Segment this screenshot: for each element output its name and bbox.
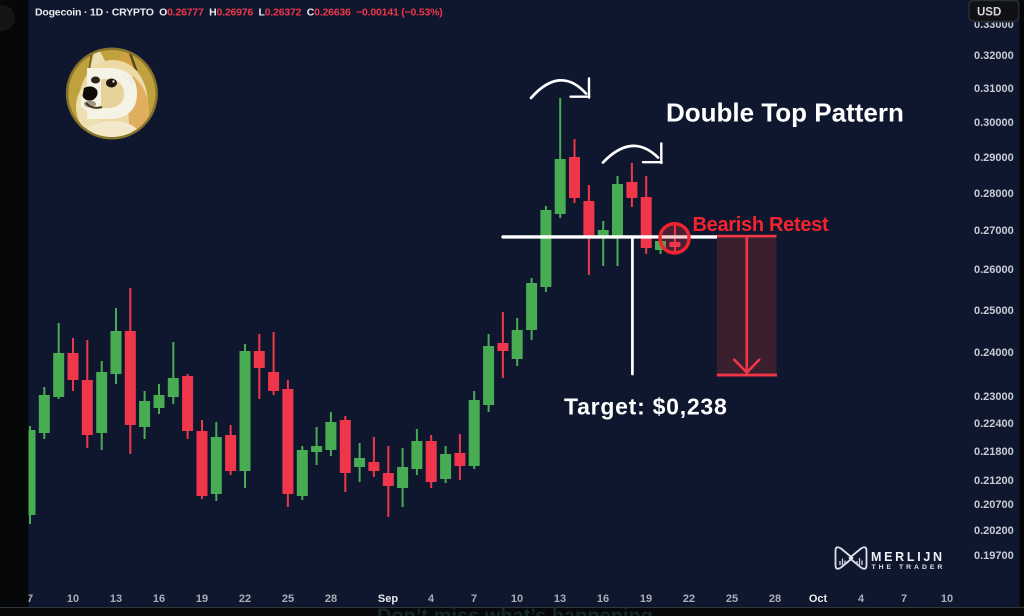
svg-text:0.29000: 0.29000: [974, 152, 1014, 164]
svg-text:28: 28: [325, 593, 337, 605]
svg-text:0.31000: 0.31000: [974, 83, 1014, 95]
svg-text:7: 7: [27, 593, 33, 605]
svg-text:19: 19: [640, 593, 652, 605]
svg-text:0.21800: 0.21800: [974, 446, 1014, 458]
svg-text:Sep: Sep: [378, 593, 398, 605]
svg-text:25: 25: [726, 593, 738, 605]
svg-text:0.22400: 0.22400: [974, 418, 1014, 430]
svg-text:0.26000: 0.26000: [974, 264, 1014, 276]
svg-text:0.30000: 0.30000: [974, 117, 1014, 129]
svg-text:Dogecoin · 1D · CRYPTO O0.267: Dogecoin · 1D · CRYPTO O0.26777 H0.26976…: [35, 7, 443, 19]
svg-text:0.32000: 0.32000: [974, 50, 1014, 62]
svg-text:0.28000: 0.28000: [974, 188, 1014, 200]
svg-text:0.25000: 0.25000: [974, 305, 1014, 317]
svg-text:USD: USD: [977, 7, 1001, 19]
svg-text:MERLIJN: MERLIJN: [871, 550, 945, 564]
svg-text:10: 10: [67, 593, 79, 605]
svg-text:22: 22: [683, 593, 695, 605]
svg-text:Bearish Retest: Bearish Retest: [693, 214, 829, 236]
svg-text:28: 28: [769, 593, 781, 605]
svg-text:10: 10: [511, 593, 523, 605]
svg-text:0.21200: 0.21200: [974, 475, 1014, 487]
svg-text:16: 16: [153, 593, 165, 605]
svg-text:16: 16: [597, 593, 609, 605]
svg-text:22: 22: [239, 593, 251, 605]
svg-text:Oct: Oct: [809, 593, 828, 605]
svg-text:13: 13: [110, 593, 122, 605]
svg-text:Don’t miss what’s happening: Don’t miss what’s happening: [377, 606, 653, 616]
svg-text:10: 10: [941, 593, 953, 605]
svg-text:7: 7: [901, 593, 907, 605]
svg-text:Target: $0,238: Target: $0,238: [564, 394, 727, 420]
svg-text:19: 19: [196, 593, 208, 605]
svg-text:25: 25: [282, 593, 294, 605]
svg-text:THE TRADER: THE TRADER: [872, 564, 946, 571]
svg-text:0.24000: 0.24000: [974, 347, 1014, 359]
svg-text:0.20700: 0.20700: [974, 499, 1014, 511]
svg-text:Double Top Pattern: Double Top Pattern: [666, 98, 904, 128]
svg-text:0.27000: 0.27000: [974, 225, 1014, 237]
svg-text:4: 4: [428, 593, 435, 605]
svg-text:7: 7: [471, 593, 477, 605]
svg-text:0.19700: 0.19700: [974, 550, 1014, 562]
svg-text:0.23000: 0.23000: [974, 391, 1014, 403]
svg-text:4: 4: [858, 593, 865, 605]
svg-text:0.20200: 0.20200: [974, 525, 1014, 537]
svg-text:13: 13: [554, 593, 566, 605]
